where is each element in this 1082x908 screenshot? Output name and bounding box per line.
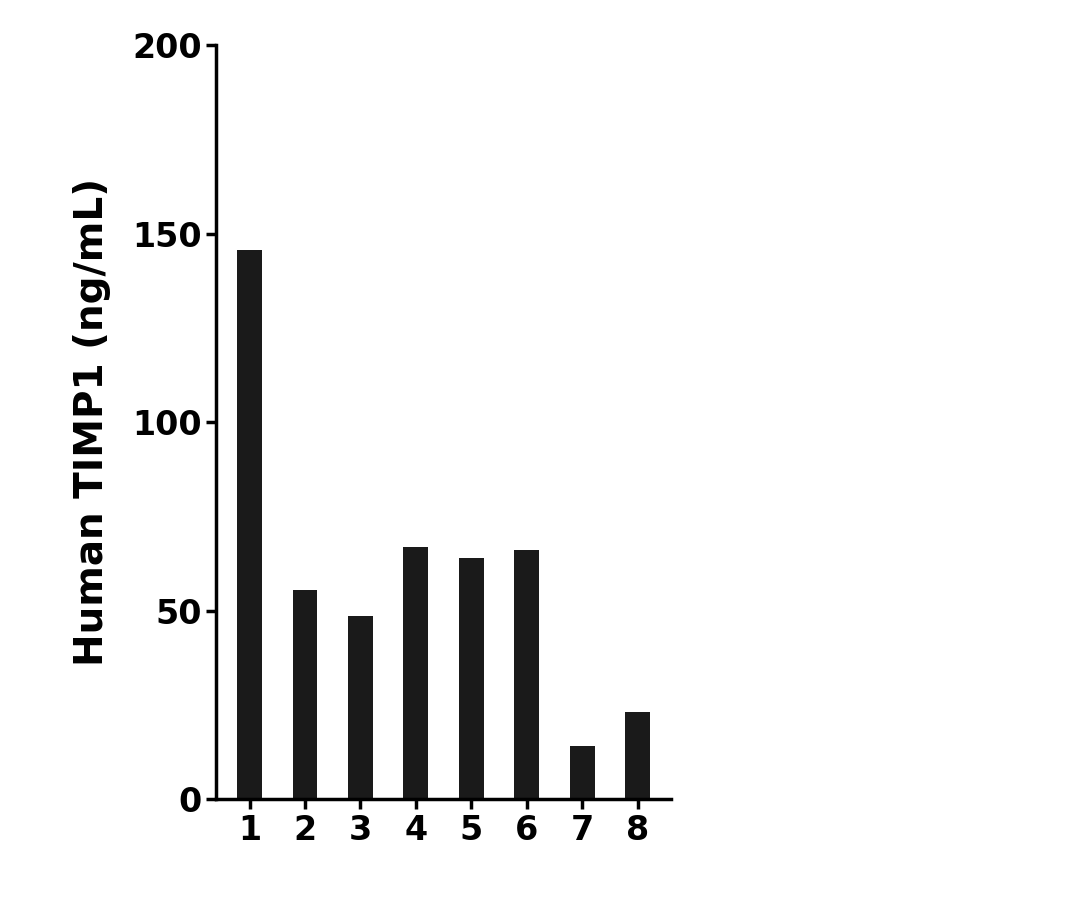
Bar — [404, 547, 428, 799]
Y-axis label: Human TIMP1 (ng/mL): Human TIMP1 (ng/mL) — [74, 178, 111, 666]
Bar — [237, 250, 262, 799]
Bar — [348, 617, 373, 799]
Bar — [459, 558, 484, 799]
Bar — [292, 590, 317, 799]
Bar — [570, 745, 595, 799]
Bar — [625, 713, 650, 799]
Bar — [514, 550, 539, 799]
